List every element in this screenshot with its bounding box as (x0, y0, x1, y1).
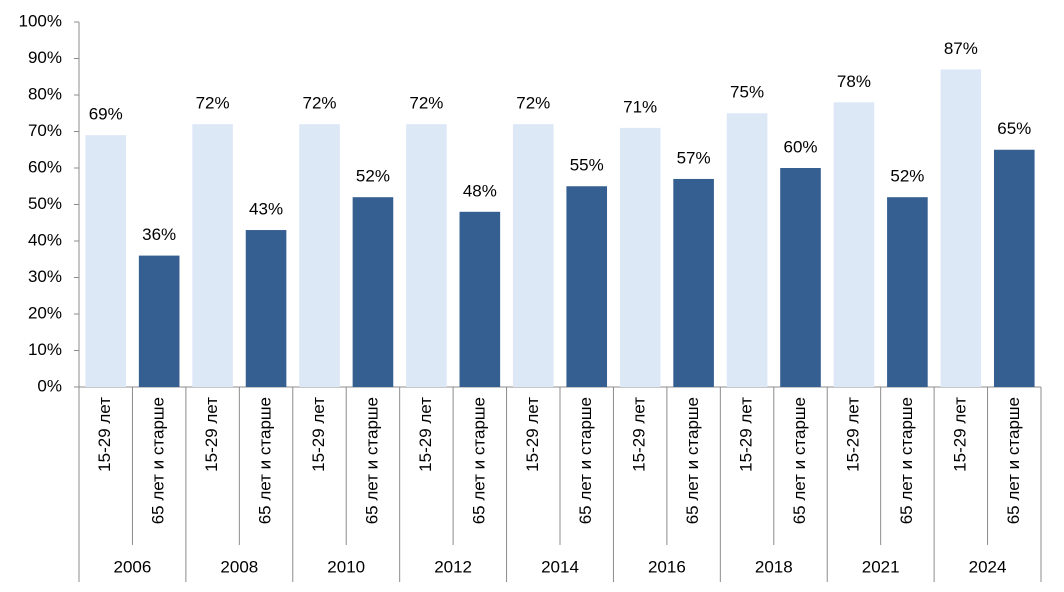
series-label: 65 лет и старше (683, 397, 702, 524)
y-tick-label: 0% (37, 376, 62, 395)
value-label: 69% (89, 105, 123, 124)
x-tick-label: 2012 (434, 557, 472, 576)
series-label: 15-29 лет (95, 397, 114, 472)
y-tick-label: 20% (28, 303, 62, 322)
value-label: 48% (463, 181, 497, 200)
series-label: 15-29 лет (843, 397, 862, 472)
value-label: 43% (249, 200, 283, 219)
series-label: 15-29 лет (630, 397, 649, 472)
bar (85, 135, 127, 387)
series-label: 65 лет и старше (256, 397, 275, 524)
x-tick-label: 2018 (755, 557, 793, 576)
y-tick-label: 70% (28, 121, 62, 140)
series-label: 65 лет и старше (897, 397, 916, 524)
x-tick-label: 2016 (648, 557, 686, 576)
series-label: 65 лет и старше (149, 397, 168, 524)
bar (192, 124, 233, 387)
value-label: 36% (142, 225, 176, 244)
value-label: 87% (944, 39, 978, 58)
bar (833, 102, 875, 388)
bar (887, 197, 928, 387)
bar (299, 124, 340, 387)
value-label: 72% (302, 94, 336, 113)
bar (138, 255, 180, 387)
bar (512, 124, 554, 387)
series-label: 65 лет и старше (362, 397, 381, 524)
value-label: 52% (890, 167, 924, 186)
y-tick-label: 30% (28, 267, 62, 286)
value-label: 75% (730, 83, 764, 102)
bar (566, 186, 608, 387)
bar (459, 211, 501, 387)
value-label: 72% (516, 94, 550, 113)
y-tick-label: 90% (28, 48, 62, 67)
value-label: 60% (783, 137, 817, 156)
bar (726, 113, 768, 387)
x-tick-label: 2006 (114, 557, 152, 576)
y-tick-label: 80% (28, 84, 62, 103)
y-tick-label: 100% (19, 11, 62, 30)
bar (993, 149, 1035, 387)
x-tick-label: 2010 (327, 557, 365, 576)
bar (619, 127, 661, 387)
series-label: 65 лет и старше (469, 397, 488, 524)
series-label: 15-29 лет (523, 397, 542, 472)
bar (352, 197, 394, 387)
x-tick-label: 2008 (220, 557, 258, 576)
value-label: 65% (997, 119, 1031, 138)
bar (406, 124, 447, 387)
bar (673, 178, 714, 387)
bar (940, 69, 982, 387)
series-label: 15-29 лет (309, 397, 328, 472)
value-label: 71% (623, 97, 657, 116)
y-tick-label: 40% (28, 230, 62, 249)
value-label: 57% (677, 148, 711, 167)
y-tick-label: 10% (28, 340, 62, 359)
value-label: 78% (837, 72, 871, 91)
x-tick-label: 2014 (541, 557, 579, 576)
bar (245, 230, 287, 387)
series-label: 15-29 лет (950, 397, 969, 472)
x-tick-label: 2024 (969, 557, 1007, 576)
series-label: 65 лет и старше (576, 397, 595, 524)
x-tick-label: 2021 (862, 557, 900, 576)
value-label: 72% (409, 94, 443, 113)
y-tick-label: 50% (28, 194, 62, 213)
series-label: 65 лет и старше (1004, 397, 1023, 524)
value-label: 72% (196, 94, 230, 113)
value-label: 55% (570, 156, 604, 175)
series-label: 65 лет и старше (790, 397, 809, 524)
series-label: 15-29 лет (202, 397, 221, 472)
bar (780, 168, 821, 387)
y-tick-label: 60% (28, 157, 62, 176)
series-label: 15-29 лет (416, 397, 435, 472)
value-label: 52% (356, 167, 390, 186)
series-label: 15-29 лет (737, 397, 756, 472)
